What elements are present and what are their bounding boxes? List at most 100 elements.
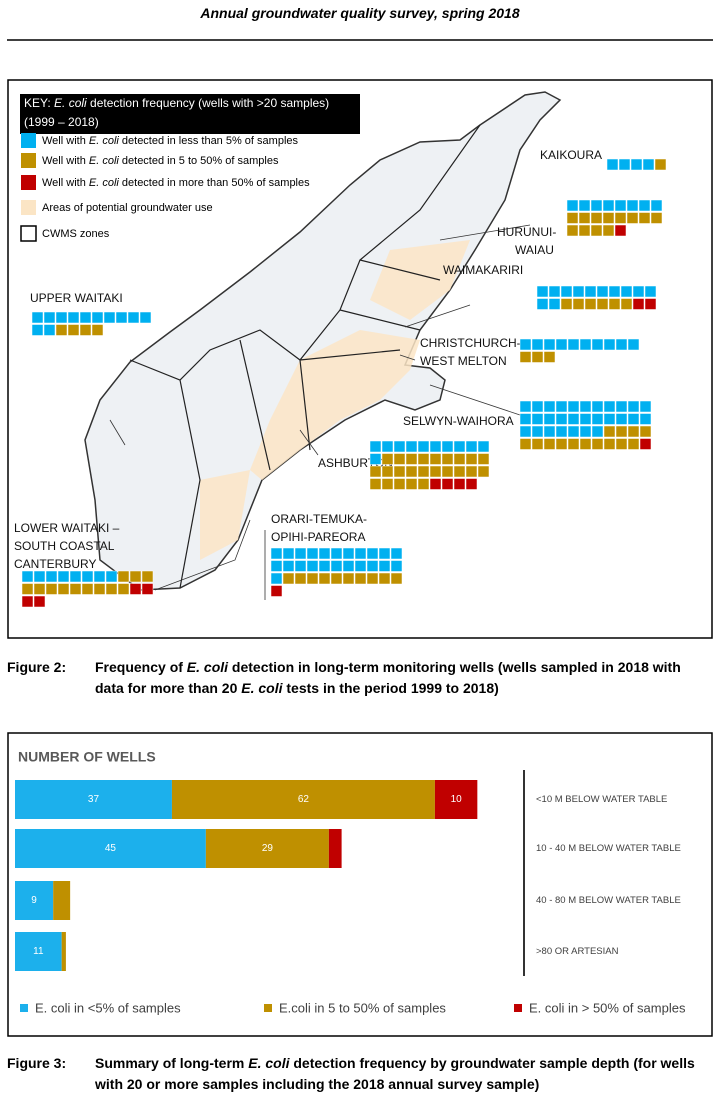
well-square	[330, 560, 343, 572]
text-part: E. coli	[89, 155, 120, 167]
well-square	[579, 400, 592, 413]
well-square	[342, 547, 355, 560]
well-square	[43, 311, 56, 324]
text-part: Well with	[42, 155, 89, 167]
bar-segment	[15, 932, 62, 971]
well-square	[69, 583, 82, 595]
well-square	[519, 425, 532, 438]
well-square	[626, 199, 639, 212]
well-square	[639, 413, 652, 425]
well-square	[642, 158, 655, 171]
well-square	[115, 311, 128, 324]
well-square	[342, 560, 355, 572]
well-square	[405, 453, 418, 465]
well-group	[632, 298, 657, 310]
well-square	[105, 570, 118, 583]
well-square	[306, 547, 319, 560]
text-part: Areas of potential groundwater use	[42, 202, 213, 214]
well-group	[519, 400, 652, 438]
well-square	[405, 478, 418, 490]
well-square	[294, 560, 307, 572]
well-square	[381, 465, 394, 478]
well-square	[330, 572, 343, 585]
well-square	[555, 438, 568, 450]
well-square	[31, 324, 44, 336]
well-square	[354, 547, 367, 560]
well-square	[555, 425, 568, 438]
well-square	[615, 413, 628, 425]
well-square	[543, 351, 556, 363]
groundwater-area	[200, 470, 250, 560]
well-square	[465, 453, 478, 465]
zone-label: KAIKOURA	[540, 148, 602, 162]
zone-label: WAIMAKARIRI	[443, 263, 523, 277]
well-square	[453, 465, 466, 478]
well-square	[519, 351, 532, 363]
data-label: 62	[298, 794, 310, 805]
well-square	[615, 425, 628, 438]
well-square	[318, 547, 331, 560]
well-square	[429, 478, 442, 490]
figure2-frame	[7, 79, 713, 639]
well-square	[579, 425, 592, 438]
well-square	[141, 570, 154, 583]
key-text: Well with E. coli detected in less than …	[42, 135, 299, 147]
well-square	[536, 285, 549, 298]
well-square	[578, 212, 591, 224]
well-square	[596, 285, 609, 298]
text-part: Well with	[42, 135, 89, 147]
well-square	[602, 199, 615, 212]
well-square	[608, 298, 621, 310]
well-square	[591, 425, 604, 438]
key-swatch	[21, 153, 36, 168]
well-square	[543, 438, 556, 450]
well-square	[57, 570, 70, 583]
well-square	[603, 338, 616, 351]
well-square	[603, 413, 616, 425]
well-square	[632, 285, 645, 298]
leader-lines	[109, 224, 531, 600]
well-square	[615, 400, 628, 413]
data-label: 11	[33, 946, 44, 957]
well-square	[465, 465, 478, 478]
bar-segment	[15, 829, 206, 868]
well-square	[602, 212, 615, 224]
data-label: 29	[262, 843, 274, 854]
well-square	[627, 400, 640, 413]
well-square	[531, 425, 544, 438]
well-square	[560, 298, 573, 310]
well-square	[578, 199, 591, 212]
well-group	[560, 298, 633, 310]
well-square	[91, 324, 104, 336]
groundwater-area	[370, 240, 470, 320]
well-square	[465, 440, 478, 453]
data-label: 37	[88, 794, 100, 805]
well-square	[369, 465, 382, 478]
bar-segment	[15, 780, 172, 819]
zone-label: ASHBURTON	[318, 456, 393, 470]
well-square	[603, 425, 616, 438]
legend-swatch	[514, 1004, 522, 1012]
well-square	[543, 338, 556, 351]
key-title-box	[20, 94, 360, 134]
caption-text: Summary of long-term E. coli detection f…	[95, 1053, 713, 1095]
well-square	[417, 478, 430, 490]
well-square	[79, 311, 92, 324]
well-square	[393, 453, 406, 465]
well-square	[567, 425, 580, 438]
key-text: KEY: E. coli detection frequency (wells …	[24, 96, 329, 110]
well-square	[393, 465, 406, 478]
chart-title: NUMBER OF WELLS	[18, 749, 156, 765]
well-square	[531, 338, 544, 351]
map	[84, 91, 562, 600]
well-square	[566, 199, 579, 212]
well-square	[548, 285, 561, 298]
well-square	[141, 583, 154, 595]
key-text: Well with E. coli detected in 5 to 50% o…	[42, 155, 279, 167]
well-group	[519, 425, 652, 450]
figure3-frame	[7, 732, 713, 1037]
well-group	[21, 570, 154, 595]
bar-segment	[171, 780, 435, 819]
zone-boundaries	[129, 124, 481, 589]
